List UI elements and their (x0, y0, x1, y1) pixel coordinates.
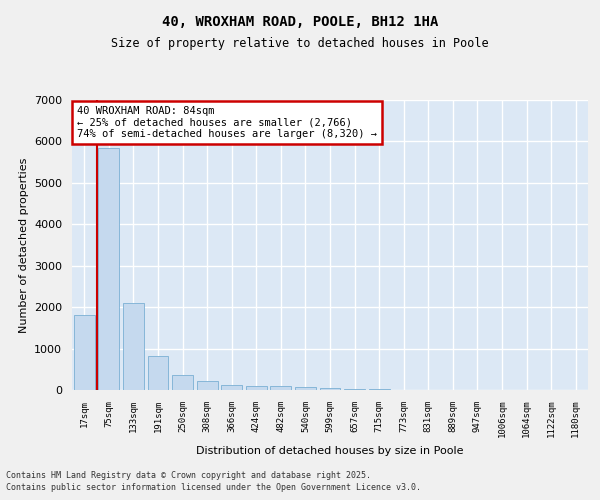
Text: Contains HM Land Registry data © Crown copyright and database right 2025.: Contains HM Land Registry data © Crown c… (6, 471, 371, 480)
Bar (197, 382, 218, 390)
Bar (148, 356, 169, 390)
Bar (295, 387, 316, 390)
Text: 40, WROXHAM ROAD, POOLE, BH12 1HA: 40, WROXHAM ROAD, POOLE, BH12 1HA (162, 15, 438, 29)
Bar (246, 386, 267, 390)
Bar (221, 384, 242, 390)
Bar (74, 316, 95, 390)
Bar (172, 374, 193, 390)
Bar (271, 386, 292, 390)
Bar (344, 389, 365, 390)
Text: 40 WROXHAM ROAD: 84sqm
← 25% of detached houses are smaller (2,766)
74% of semi-: 40 WROXHAM ROAD: 84sqm ← 25% of detached… (77, 106, 377, 139)
Text: Contains public sector information licensed under the Open Government Licence v3: Contains public sector information licen… (6, 484, 421, 492)
Text: Size of property relative to detached houses in Poole: Size of property relative to detached ho… (111, 38, 489, 51)
X-axis label: Distribution of detached houses by size in Poole: Distribution of detached houses by size … (196, 446, 464, 456)
Bar (320, 388, 340, 390)
Y-axis label: Number of detached properties: Number of detached properties (19, 158, 29, 332)
Bar (123, 303, 144, 390)
Bar (98, 148, 119, 390)
